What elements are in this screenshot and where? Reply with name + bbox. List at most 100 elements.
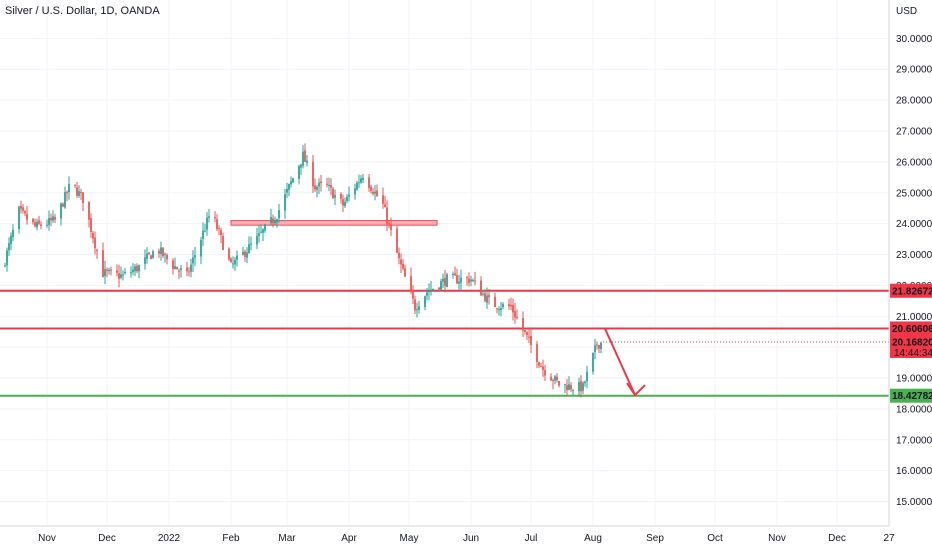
candle-body: [106, 269, 108, 271]
price-tick-label: 17.00000: [896, 435, 932, 446]
candle-body: [188, 271, 190, 273]
candle-body: [46, 224, 48, 226]
candle-body: [600, 342, 602, 349]
support-label: 18.42782: [892, 391, 932, 402]
candle-body: [326, 183, 328, 185]
candle-body: [300, 164, 302, 168]
candle-body: [430, 289, 432, 291]
candle-body: [550, 376, 552, 381]
candle-body: [468, 278, 470, 283]
candle-body: [90, 218, 92, 232]
candle-body: [48, 218, 50, 225]
price-tick-label: 29.00000: [896, 65, 932, 76]
candle-body: [158, 250, 160, 254]
candle-body: [302, 151, 304, 166]
candle-body: [578, 382, 580, 392]
time-axis[interactable]: Nov Dec 2022 Feb Mar Apr May Jun Jul Aug Sep Oct Nov…: [0, 525, 932, 550]
candle-body: [592, 352, 594, 372]
candle-body: [82, 192, 84, 204]
candle-body: [292, 178, 294, 183]
candle-body: [192, 257, 194, 264]
time-tick-label: Jul: [525, 533, 538, 544]
resistance-2-label: 20.60606: [892, 324, 932, 335]
candle-body: [60, 203, 62, 219]
candle-body: [228, 248, 230, 260]
candle-body: [502, 303, 504, 308]
candle-body: [10, 235, 12, 245]
price-tick-label: 27.00000: [896, 127, 932, 138]
time-tick-label: Dec: [98, 533, 116, 544]
candle-body: [396, 228, 398, 253]
candle-body: [194, 255, 196, 258]
candle-body: [362, 177, 364, 180]
candle-body: [582, 382, 584, 391]
candle-body: [524, 330, 526, 332]
candle-body: [572, 390, 574, 392]
candle-body: [382, 195, 384, 204]
candle-body: [146, 253, 148, 259]
candle-body: [538, 362, 540, 366]
candle-body: [594, 345, 596, 353]
candle-body: [486, 295, 488, 303]
time-tick-label: Apr: [341, 533, 357, 544]
candle-body: [180, 268, 182, 271]
candle-body: [54, 216, 56, 220]
candle-body: [528, 336, 530, 338]
candle-body: [24, 211, 26, 214]
candle-body: [214, 217, 216, 219]
candle-body: [162, 247, 164, 257]
candle-body: [542, 366, 544, 370]
candle-body: [410, 276, 412, 292]
candle-body: [500, 308, 502, 311]
candle-body: [556, 376, 558, 381]
price-tick-label: 28.00000: [896, 96, 932, 107]
candle-body: [216, 219, 218, 230]
candle-body: [96, 249, 98, 251]
candle-body: [386, 207, 388, 224]
candle-body: [272, 218, 274, 223]
arrow-shaft: [604, 328, 636, 396]
candle-body: [412, 290, 414, 299]
candle-body: [138, 265, 140, 272]
candle-body: [94, 237, 96, 249]
price-tick-label: 30.00000: [896, 34, 932, 45]
candle-body: [432, 288, 434, 290]
candle-body: [370, 186, 372, 191]
candle-body: [74, 184, 76, 186]
candle-body: [312, 161, 314, 187]
candle-body: [270, 217, 272, 224]
candle-body: [6, 250, 8, 266]
candle-body: [452, 274, 454, 276]
candle-body: [52, 216, 54, 221]
horizontal-levels: [0, 289, 889, 397]
resistance-zone-box: [230, 220, 438, 226]
candle-body: [484, 293, 486, 302]
candle-body: [278, 210, 280, 219]
candle-body: [50, 217, 52, 221]
time-tick-label: Nov: [38, 533, 56, 544]
price-tick-label: 18.00000: [896, 404, 932, 415]
candle-body: [204, 230, 206, 232]
candle-body: [318, 182, 320, 187]
time-tick-label: 2022: [158, 533, 181, 544]
time-tick-label: Nov: [768, 533, 786, 544]
candle-body: [80, 192, 82, 194]
candle-body: [442, 278, 444, 282]
candle-body: [76, 187, 78, 196]
candle-body: [368, 177, 370, 188]
candle-body: [286, 188, 288, 193]
time-tick-label: Aug: [584, 533, 602, 544]
candle-body: [372, 191, 374, 194]
price-axis[interactable]: USD 15.00000 16.00000 17.00000 18.00000 19.0…: [888, 0, 932, 550]
price-tick-label: 21.00000: [896, 312, 932, 323]
candle-body: [586, 371, 588, 382]
candle-body: [110, 269, 112, 271]
candle-body: [274, 220, 276, 224]
candle-body: [334, 195, 336, 198]
candle-body: [248, 244, 250, 254]
candle-body: [566, 385, 568, 391]
candle-body: [284, 194, 286, 211]
candle-body: [540, 366, 542, 368]
